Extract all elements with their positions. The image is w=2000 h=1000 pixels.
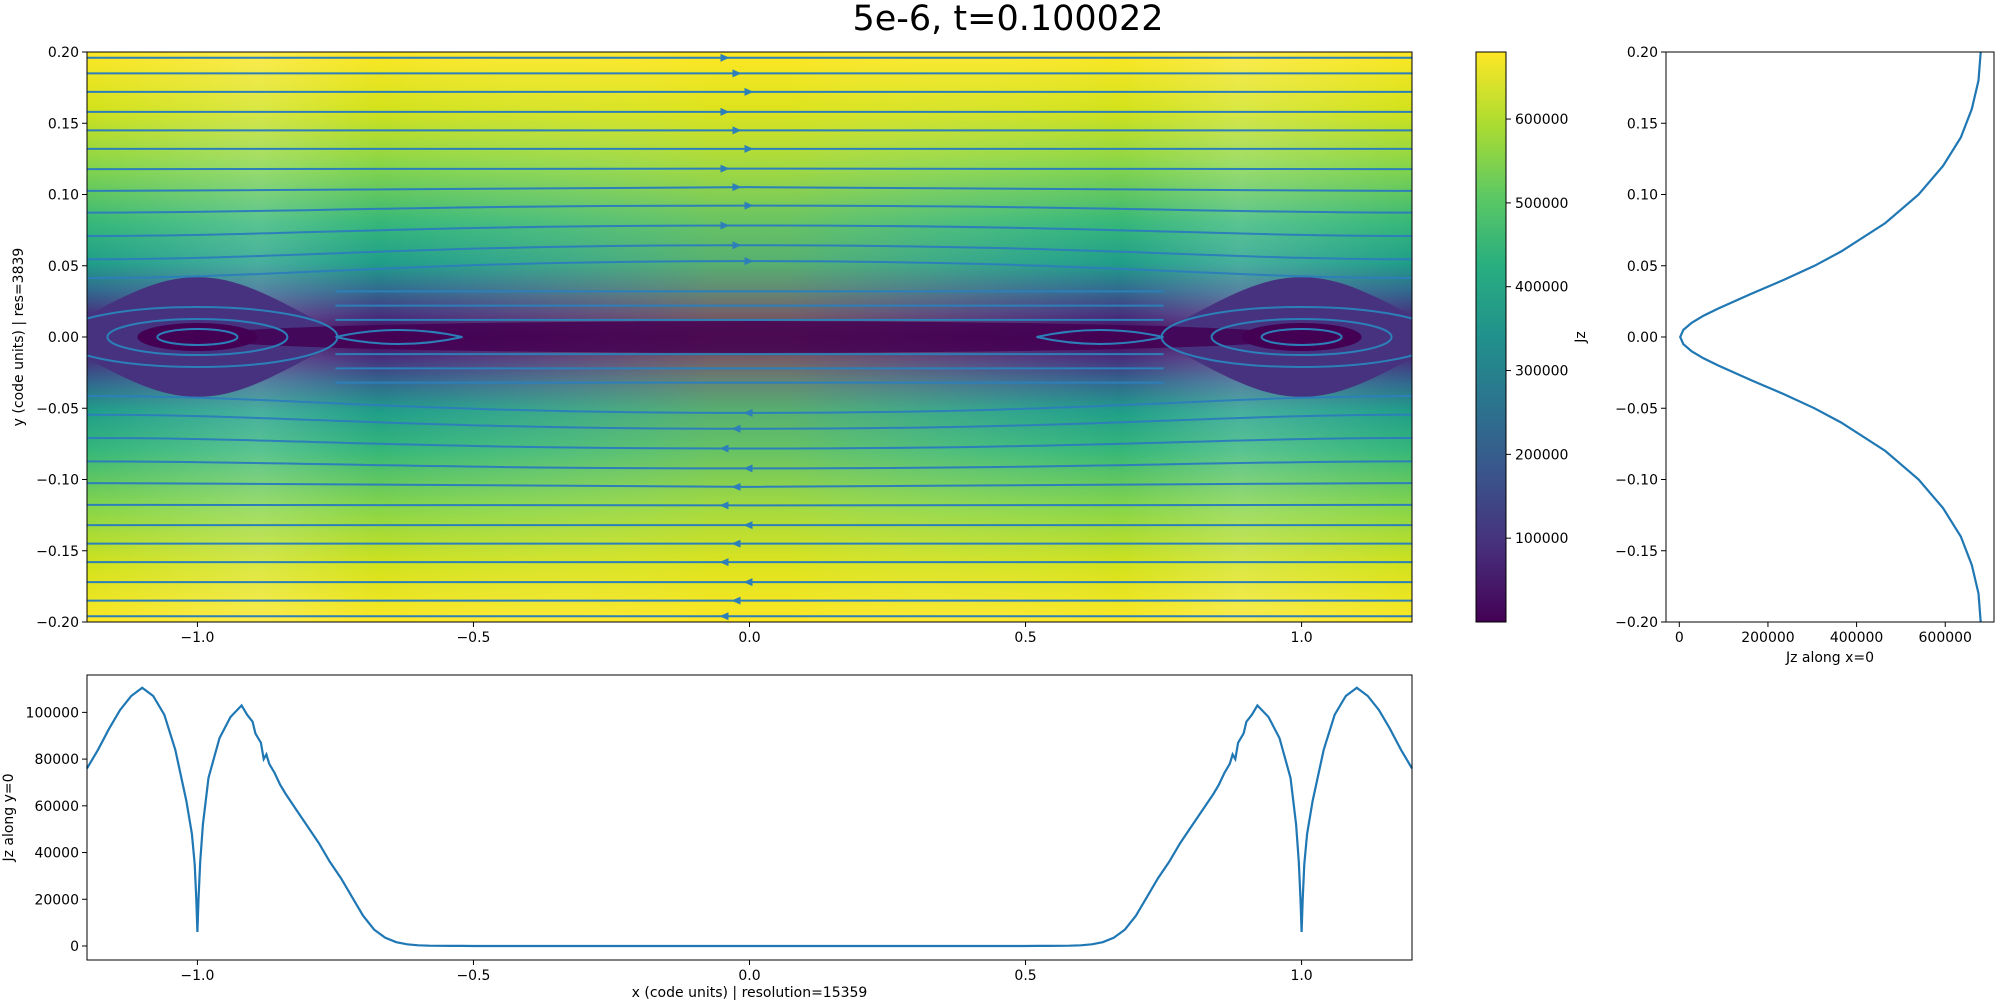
y-tick-label: 0.00: [48, 330, 79, 346]
x-axis-label: Jz along x=0: [1785, 650, 1874, 666]
current-sheet: [189, 321, 1310, 353]
field-arrow: [719, 444, 729, 453]
y-tick-label: −0.05: [1615, 401, 1658, 417]
field-arrow: [732, 126, 742, 135]
y-axis-label: Jz along y=0: [1, 773, 17, 862]
field-arrow: [731, 424, 741, 433]
x-tick-label: 0: [1675, 630, 1684, 646]
horizontal-profile-panel: −1.0 −0.5 0.0 0.5 1.0 0 20000 40000 60000 80000 10…: [1, 674, 1413, 1000]
colorbar-gradient: [1476, 52, 1506, 622]
profile-curve: [86, 686, 1413, 948]
field-arrow: [732, 241, 742, 250]
colorbar-frame: [1475, 51, 1507, 623]
field-arrow: [743, 521, 753, 530]
y-tick-label: −0.15: [36, 544, 79, 560]
field-arrow: [743, 408, 753, 417]
x-tick-label: 0.5: [1014, 630, 1036, 646]
field-arrow: [731, 482, 741, 491]
x-axis-label: x (code units) | resolution=15359: [632, 985, 868, 1000]
island-loop: [156, 328, 239, 346]
y-tick-label: −0.20: [36, 615, 79, 631]
field-arrow: [731, 596, 741, 605]
field-arrow: [732, 69, 742, 78]
colorbar-tick-label: 200000: [1515, 447, 1568, 463]
colorbar-label: Jz: [1573, 331, 1589, 343]
field-arrow: [744, 144, 754, 153]
field-arrow: [744, 201, 754, 210]
y-tick-label: 0: [70, 939, 79, 955]
figure-title: 5e-6, t=0.100022: [852, 0, 1163, 39]
x-tick-label: −0.5: [456, 968, 490, 984]
y-tick-label: 0.10: [1627, 188, 1658, 204]
x-tick-label: −1.0: [180, 968, 214, 984]
field-arrow: [720, 107, 730, 116]
x-tick-label: 0.0: [738, 630, 760, 646]
x-tick-label: −1.0: [180, 630, 214, 646]
y-tick-label: 0.20: [1627, 45, 1658, 61]
y-tick-label: 80000: [34, 752, 79, 768]
y-tick-label: −0.20: [1615, 615, 1658, 631]
y-tick-label: 0.00: [1627, 330, 1658, 346]
y-axis-label: y (code units) | res=3839: [11, 248, 27, 427]
x-tick-label: 0.5: [1014, 968, 1036, 984]
axes-frame: [86, 674, 1413, 961]
field-line: [87, 224, 1412, 237]
field-arrow: [744, 87, 754, 96]
field-arrow: [720, 221, 730, 230]
y-tick-label: −0.10: [36, 473, 79, 489]
field-line: [87, 482, 1412, 488]
field-arrow: [743, 578, 753, 587]
colorbar-panel: 100000 200000 300000 400000 500000 600000 Jz: [1475, 51, 1589, 623]
y-tick-label: 60000: [34, 799, 79, 815]
heatmap-panel: −1.0 −0.5 0.0 0.5 1.0 −0.20 −0.15 −0.10 −0.05 0.0…: [11, 45, 1413, 646]
y-tick-label: 0.05: [48, 259, 79, 275]
y-tick-label: 20000: [34, 892, 79, 908]
y-tick-label: −0.10: [1615, 473, 1658, 489]
field-arrow: [720, 53, 730, 62]
x-tick-label: 400000: [1830, 630, 1883, 646]
field-arrow: [719, 501, 729, 510]
y-tick-label: 0.05: [1627, 259, 1658, 275]
field-arrow: [732, 183, 742, 192]
island-loop: [106, 318, 289, 356]
profile-curve: [1678, 51, 1982, 623]
colorbar-tick-label: 500000: [1515, 196, 1568, 212]
vertical-profile-panel: 0 200000 400000 600000 −0.20 −0.15 −0.10 −0.05 0…: [1615, 45, 1995, 666]
field-arrow: [731, 539, 741, 548]
separatrix: [1036, 329, 1164, 345]
colorbar-tick-label: 100000: [1515, 531, 1568, 547]
x-tick-label: 1.0: [1290, 630, 1312, 646]
island-loop: [1210, 318, 1393, 356]
field-arrow: [720, 164, 730, 173]
field-line: [87, 437, 1412, 450]
x-tick-label: −0.5: [456, 630, 490, 646]
field-arrow: [744, 257, 754, 266]
x-tick-label: 1.0: [1290, 968, 1312, 984]
y-tick-label: 0.15: [48, 116, 79, 132]
y-tick-label: 100000: [26, 705, 79, 721]
heatmap-layer: [87, 52, 1412, 622]
x-tick-label: 200000: [1741, 630, 1794, 646]
colorbar-tick-label: 400000: [1515, 280, 1568, 296]
y-tick-label: 0.10: [48, 188, 79, 204]
field-line: [87, 244, 1412, 261]
axes-frame: [1665, 51, 1995, 623]
y-tick-label: −0.05: [36, 401, 79, 417]
y-tick-label: 0.20: [48, 45, 79, 61]
y-tick-label: 0.15: [1627, 116, 1658, 132]
x-tick-label: 0.0: [738, 968, 760, 984]
field-arrow: [743, 464, 753, 473]
x-tick-label: 600000: [1919, 630, 1972, 646]
colorbar-tick-label: 300000: [1515, 364, 1568, 380]
y-tick-label: 40000: [34, 846, 79, 862]
field-arrow: [719, 558, 729, 567]
field-line: [87, 186, 1412, 192]
colorbar-tick-label: 600000: [1515, 112, 1568, 128]
island-loop: [1260, 328, 1343, 346]
separatrix: [335, 329, 463, 345]
field-arrow: [719, 612, 729, 621]
field-line: [87, 413, 1412, 430]
y-tick-label: −0.15: [1615, 544, 1658, 560]
